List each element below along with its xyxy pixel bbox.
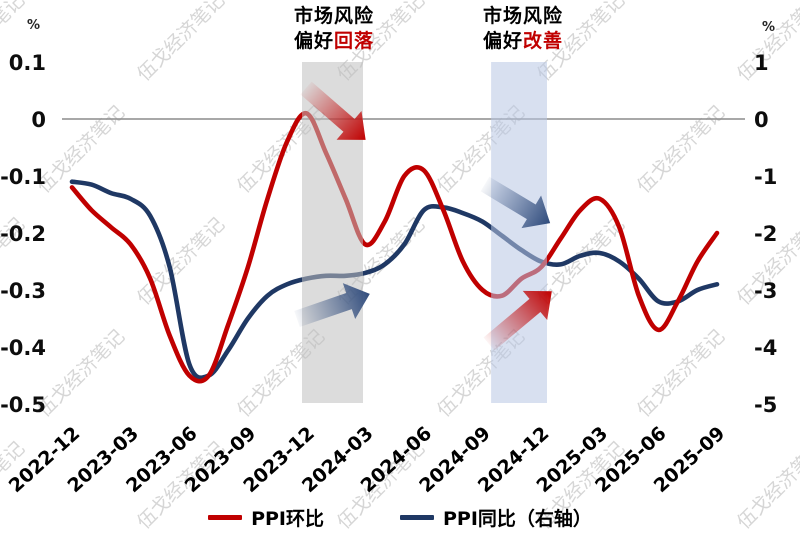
- highlight-band-blue: [491, 62, 547, 403]
- right-axis-tick: 0: [754, 108, 769, 132]
- highlight-word-improve: 改善: [523, 30, 564, 53]
- watermark-text: 伍戈经济笔记: [633, 101, 729, 197]
- ppi-yoy-label: PPI同比（右轴）: [443, 508, 592, 530]
- series-layer: [69, 110, 720, 384]
- legend-item-ppi-yoy: PPI同比（右轴）: [400, 504, 592, 531]
- ppi-yoy-line: [69, 179, 720, 381]
- ppi-mom-label: PPI环比: [251, 508, 324, 530]
- right-axis-tick: -4: [754, 336, 777, 360]
- left-axis-tick: 0.1: [9, 51, 46, 75]
- left-axis-tick: -0.2: [0, 222, 46, 246]
- right-axis-tick: -3: [754, 279, 777, 303]
- left-axis-unit: %: [27, 18, 40, 33]
- left-axis-tick: -0.3: [0, 279, 46, 303]
- left-axis-tick: -0.4: [0, 336, 46, 360]
- right-axis-tick: 1: [754, 51, 769, 75]
- left-axis-tick: 0: [31, 108, 46, 132]
- watermark-text: 伍戈经济笔记: [33, 325, 129, 421]
- ppi-yoy-swatch: [400, 515, 434, 520]
- annotation-line1: 市场风险: [482, 5, 563, 27]
- right-axis-unit: %: [762, 20, 775, 35]
- risk-improve-red-arrow: [483, 290, 552, 351]
- left-axis-tick: -0.5: [0, 393, 46, 417]
- watermark-text: 伍戈经济笔记: [633, 325, 729, 421]
- annotation-market-risk-improve: 市场风险 偏好改善: [443, 4, 603, 54]
- watermark-text: 伍戈经济笔记: [133, 0, 229, 86]
- right-axis-tick: -5: [754, 393, 777, 417]
- highlight-word-fall: 回落: [334, 30, 375, 53]
- annotation-line2: 偏好回落: [293, 30, 375, 53]
- annotation-line1: 市场风险: [293, 5, 374, 27]
- right-axis-tick: -2: [754, 222, 777, 246]
- legend-item-ppi-mom: PPI环比: [208, 504, 324, 531]
- risk-improve-blue-arrow: [480, 176, 551, 229]
- ppi-mom-swatch: [208, 515, 243, 520]
- annotation-line2: 偏好改善: [482, 30, 564, 53]
- annotation-market-risk-fall: 市场风险 偏好回落: [254, 4, 414, 54]
- ppi-mom-line: [69, 110, 720, 384]
- risk-fall-blue-arrow: [294, 283, 370, 328]
- legend: PPI环比 PPI同比（右轴）: [0, 504, 800, 531]
- left-axis-tick: -0.1: [0, 165, 46, 189]
- annotation-arrows-layer: [294, 81, 552, 351]
- risk-fall-red-arrow: [300, 81, 366, 140]
- watermark-text: 伍戈经济笔记: [133, 213, 229, 309]
- right-axis-tick: -1: [754, 165, 777, 189]
